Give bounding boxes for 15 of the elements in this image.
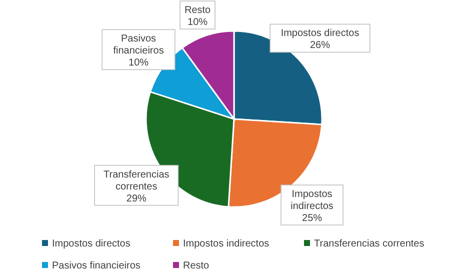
- slice-label: Transferencias correntes: [104, 169, 170, 192]
- slice-label: Pasivos financieiros: [113, 34, 164, 57]
- legend-label: Impostos directos: [52, 238, 130, 250]
- data-label: 10%: [128, 58, 149, 69]
- legend-label: Impostos indirectos: [183, 238, 270, 250]
- slice-label: Resto: [184, 5, 212, 16]
- legend-label: Transferencias correntes: [314, 238, 424, 250]
- data-label: 10%: [188, 17, 208, 28]
- slice-label: Impostos indirectos: [290, 189, 334, 212]
- data-label: 25%: [302, 213, 322, 224]
- data-label: 29%: [126, 193, 147, 204]
- legend-label: Pasivos financieiros: [52, 260, 140, 272]
- legend-label: Resto: [183, 260, 210, 272]
- data-label: 26%: [310, 40, 330, 52]
- slice-label: Impostos directos: [280, 28, 360, 40]
